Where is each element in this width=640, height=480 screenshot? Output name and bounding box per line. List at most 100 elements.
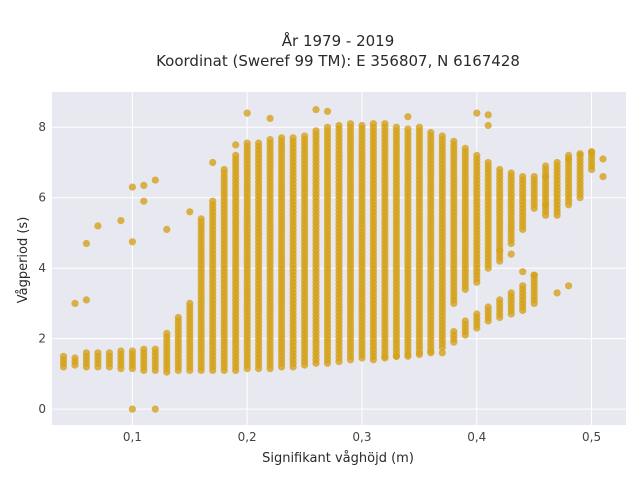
data-point xyxy=(243,139,251,147)
data-point xyxy=(266,114,274,122)
data-point xyxy=(323,123,332,131)
data-point xyxy=(381,354,389,362)
data-point xyxy=(128,238,136,246)
data-point xyxy=(94,222,102,230)
data-point xyxy=(289,134,297,142)
data-point xyxy=(565,155,573,163)
data-point xyxy=(473,109,481,117)
data-point xyxy=(461,144,469,152)
data-point xyxy=(507,169,515,177)
data-point xyxy=(507,250,515,258)
data-point xyxy=(255,139,263,147)
data-point xyxy=(59,352,68,360)
data-point xyxy=(82,349,90,357)
data-point xyxy=(519,173,527,181)
data-point xyxy=(220,165,228,174)
data-point xyxy=(519,282,527,290)
data-point xyxy=(369,120,377,128)
points-layer xyxy=(59,106,607,413)
ticks-layer: 0,1 0,2 0,3 0,4 0,5 0 2 4 6 8 xyxy=(38,120,601,444)
data-point xyxy=(71,299,79,307)
data-point xyxy=(404,125,412,133)
data-point xyxy=(82,296,90,304)
data-point xyxy=(473,310,481,318)
data-point xyxy=(278,134,286,142)
data-point xyxy=(151,176,159,184)
data-point xyxy=(243,109,251,117)
data-point xyxy=(301,132,309,140)
data-point xyxy=(369,356,377,364)
data-point xyxy=(209,197,217,205)
data-point xyxy=(151,345,159,353)
data-point xyxy=(163,329,171,337)
x-axis-title: Signifikant våghöjd (m) xyxy=(262,451,414,466)
data-point xyxy=(542,173,550,181)
data-point xyxy=(542,201,550,209)
data-point xyxy=(71,354,79,362)
data-point xyxy=(542,162,550,170)
y-axis-title: Vågperiod (s) xyxy=(16,217,31,304)
x-tick-label: 0,1 xyxy=(123,430,142,444)
data-point xyxy=(312,106,320,114)
data-point xyxy=(496,247,504,255)
y-tick-label: 4 xyxy=(38,261,46,275)
x-tick-label: 0,5 xyxy=(582,430,601,444)
data-point xyxy=(496,296,504,304)
data-point xyxy=(266,136,274,144)
data-point xyxy=(599,173,607,181)
data-point xyxy=(174,313,182,322)
data-point xyxy=(209,158,217,167)
data-point xyxy=(461,317,469,325)
x-tick-label: 0,4 xyxy=(467,430,486,444)
data-point xyxy=(599,155,607,163)
chart-subtitle: Koordinat (Sweref 99 TM): E 356807, N 61… xyxy=(156,52,520,70)
data-point xyxy=(530,173,538,181)
data-point xyxy=(450,137,458,145)
data-point xyxy=(507,289,515,297)
data-point xyxy=(588,148,596,156)
data-point xyxy=(473,151,481,159)
data-point xyxy=(151,405,159,413)
data-point xyxy=(496,165,504,174)
data-point xyxy=(415,123,423,131)
chart-title: År 1979 - 2019 xyxy=(282,31,395,50)
data-point xyxy=(232,151,240,159)
data-point xyxy=(140,181,148,189)
data-point xyxy=(186,299,194,307)
data-point xyxy=(392,352,400,360)
data-point xyxy=(530,271,538,279)
data-point xyxy=(105,349,113,357)
data-point xyxy=(358,121,366,130)
data-point xyxy=(404,352,412,360)
data-point xyxy=(140,345,148,353)
y-tick-label: 6 xyxy=(38,191,46,205)
data-point xyxy=(484,158,492,167)
data-point xyxy=(415,350,423,359)
data-point xyxy=(163,225,171,233)
y-tick-label: 0 xyxy=(38,402,46,416)
y-tick-label: 8 xyxy=(38,120,46,134)
data-point xyxy=(450,328,458,336)
x-tick-label: 0,2 xyxy=(238,430,257,444)
data-point xyxy=(438,132,446,140)
data-point xyxy=(484,121,492,130)
data-point xyxy=(565,282,573,290)
data-point xyxy=(128,347,136,355)
data-point xyxy=(553,211,561,219)
data-point xyxy=(128,183,136,191)
data-point xyxy=(427,128,435,137)
data-point xyxy=(576,150,584,158)
y-tick-label: 2 xyxy=(38,332,46,346)
data-point xyxy=(117,347,125,355)
data-point xyxy=(335,121,343,130)
data-point xyxy=(438,349,446,357)
data-point xyxy=(232,141,240,149)
data-point xyxy=(323,107,332,115)
data-point xyxy=(117,217,125,225)
data-point xyxy=(82,239,90,248)
data-point xyxy=(140,197,148,205)
data-point xyxy=(553,289,561,297)
data-point xyxy=(519,268,527,276)
data-point xyxy=(484,111,492,119)
